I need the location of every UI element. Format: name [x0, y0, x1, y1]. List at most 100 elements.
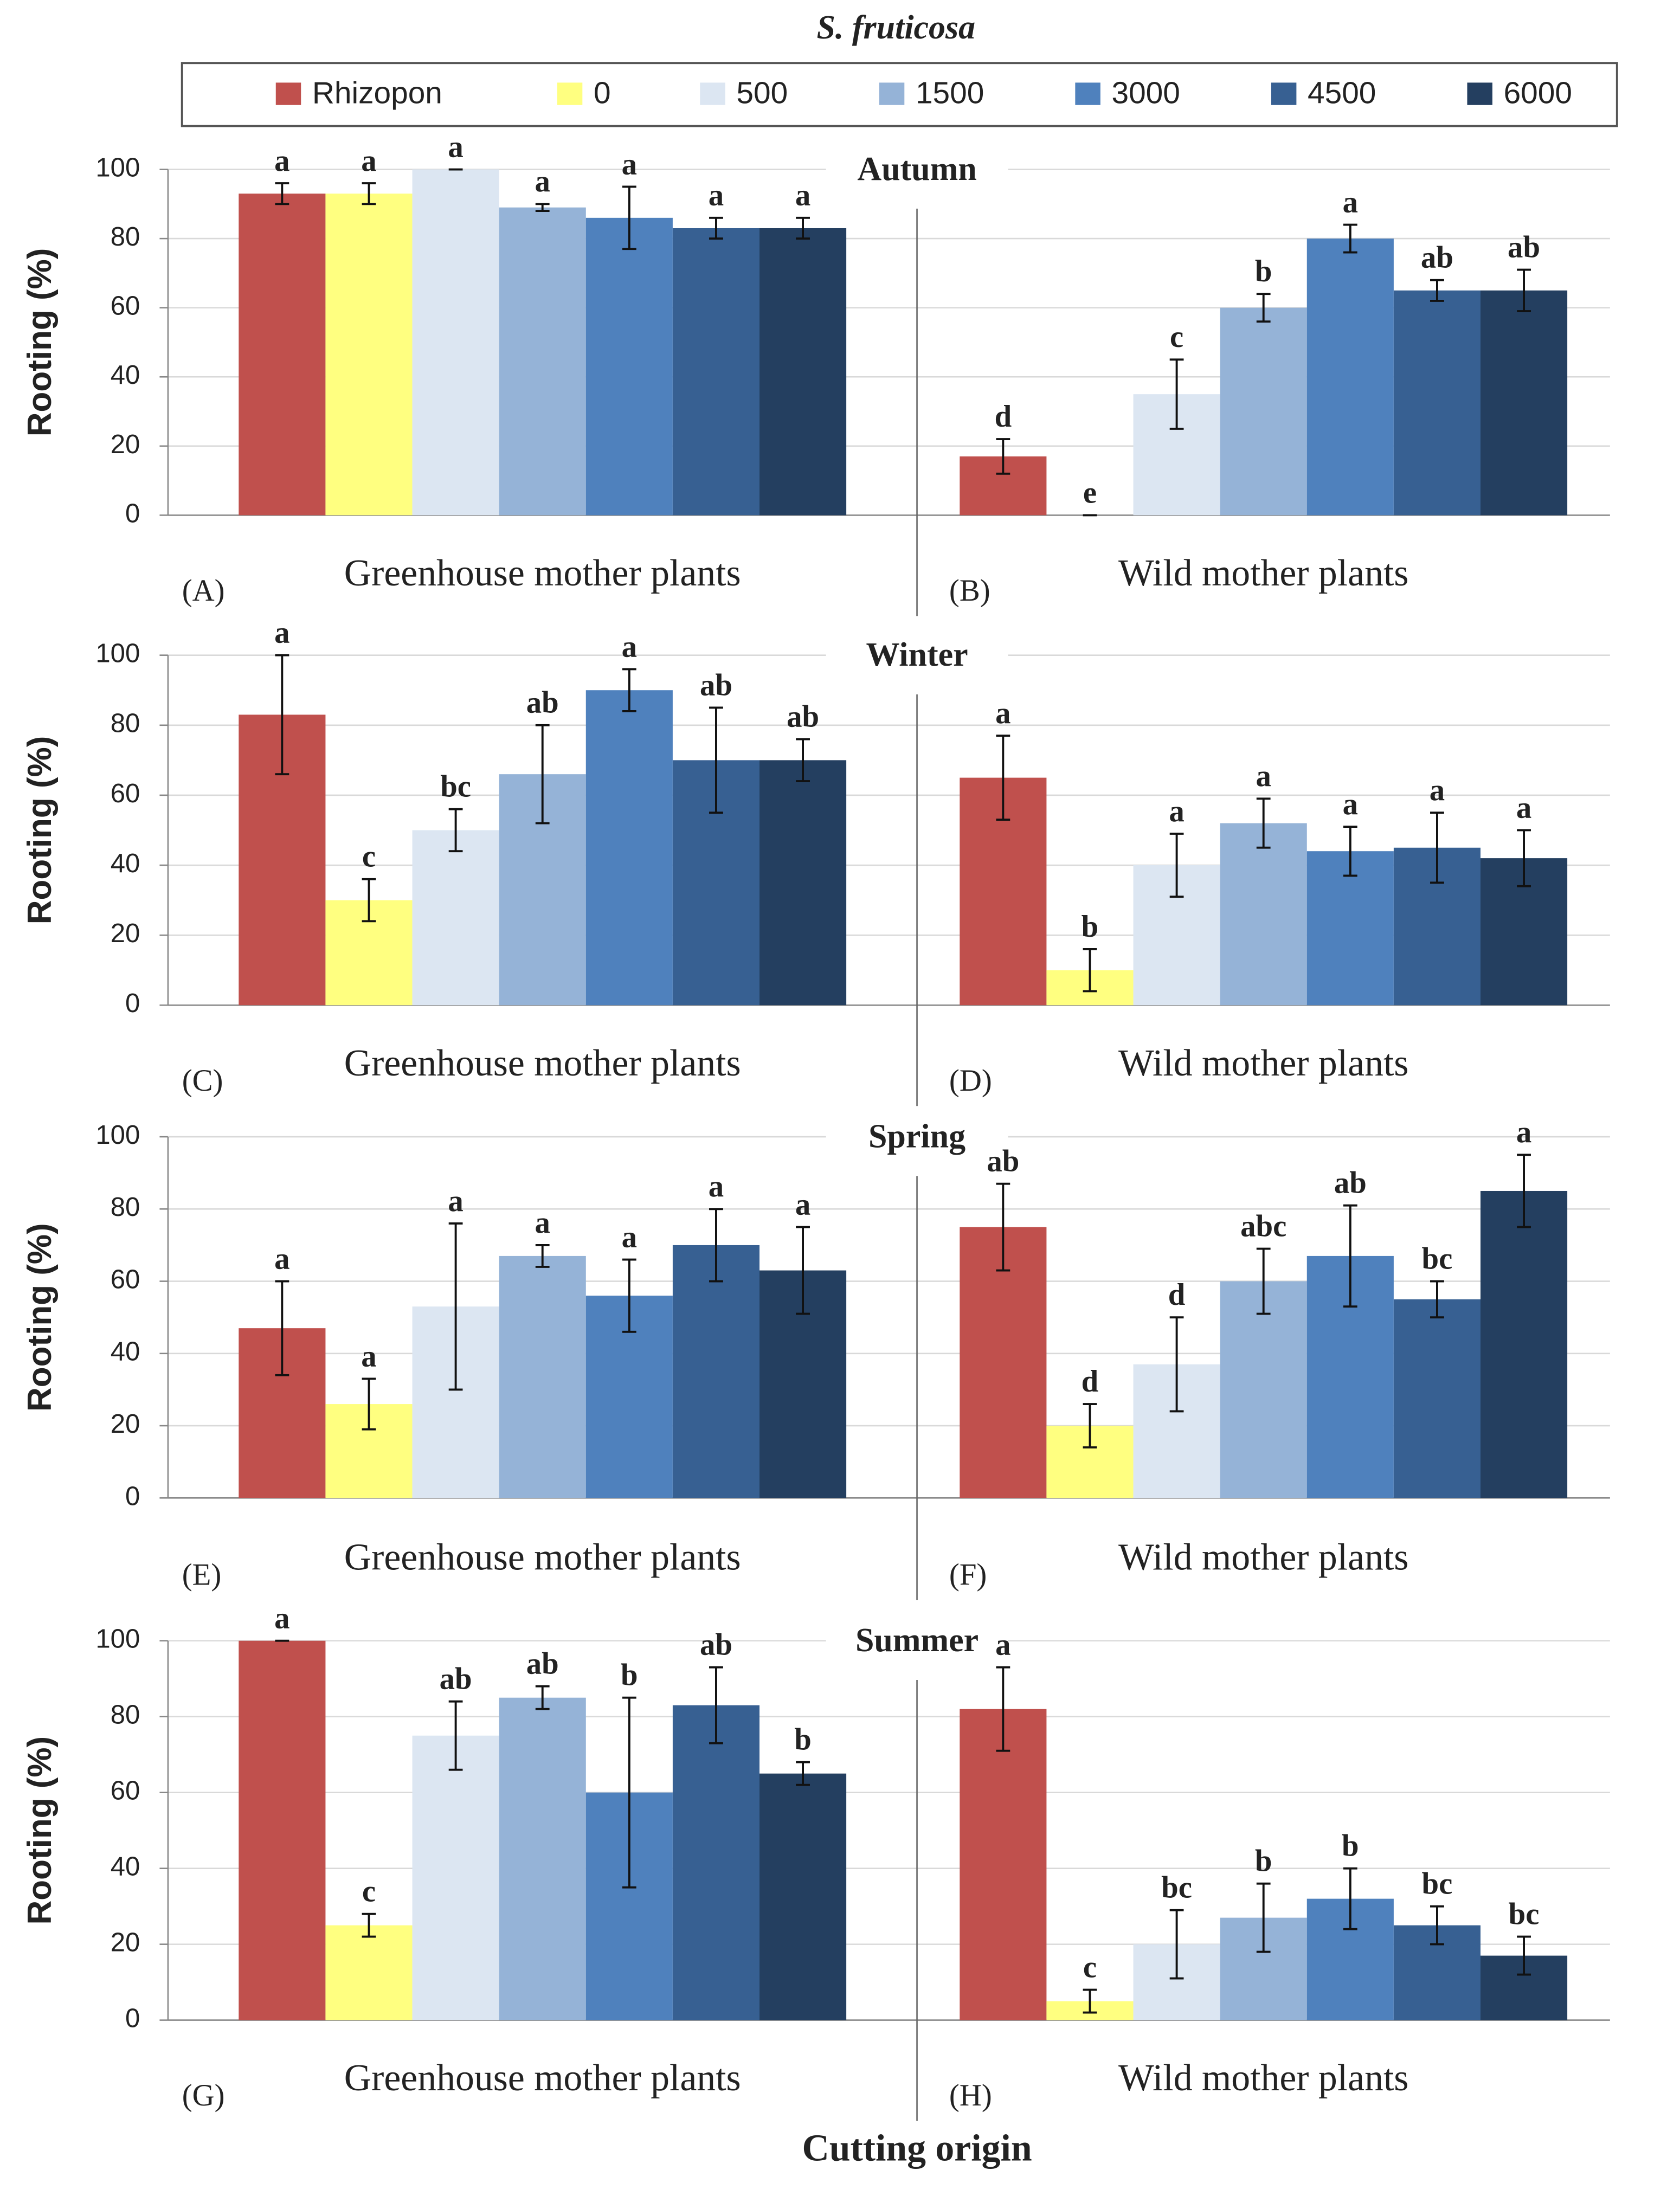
error-bar — [1430, 812, 1444, 884]
significance-letter: c — [362, 1875, 376, 1909]
bar — [759, 1773, 847, 2020]
error-bar — [1517, 829, 1531, 887]
significance-letter: a — [709, 178, 724, 212]
error-bar — [1256, 293, 1271, 323]
significance-letter: a — [274, 1241, 289, 1276]
bar — [1306, 239, 1394, 516]
significance-letter: a — [1256, 759, 1271, 793]
significance-letter: a — [448, 1184, 463, 1218]
legend-swatch — [700, 82, 725, 105]
legend-label: 0 — [594, 76, 611, 111]
y-tick-label: 80 — [111, 1193, 140, 1222]
error-bar — [362, 182, 376, 205]
bar — [1393, 290, 1481, 516]
error-bar — [996, 735, 1010, 821]
error-bar — [622, 1696, 636, 1889]
y-tick-label: 20 — [111, 430, 140, 459]
error-bar — [1517, 1935, 1531, 1976]
bar — [1306, 851, 1394, 1006]
significance-letter: d — [995, 400, 1012, 434]
bar — [759, 760, 847, 1006]
error-bar — [1343, 826, 1357, 877]
bar — [1220, 1281, 1307, 1498]
y-tick-label: 20 — [111, 1928, 140, 1957]
bar — [1220, 307, 1307, 516]
error-bar — [448, 808, 463, 853]
y-tick-label: 0 — [125, 499, 140, 528]
legend-box — [181, 62, 1618, 127]
significance-letter: b — [1255, 1844, 1272, 1878]
error-bar — [796, 738, 810, 783]
error-bar — [709, 216, 723, 240]
category-label: Wild mother plants — [1118, 2057, 1409, 2099]
bar — [325, 194, 413, 516]
error-bar — [709, 1208, 723, 1283]
significance-letter: ab — [787, 699, 819, 733]
category-label: Wild mother plants — [1118, 552, 1409, 594]
significance-letter: a — [361, 144, 376, 178]
season-title-bg — [826, 1117, 1008, 1157]
bar — [672, 1705, 760, 2020]
bar — [239, 194, 326, 516]
y-tick-label: 20 — [111, 919, 140, 948]
panel-label: (G) — [182, 2078, 225, 2113]
bar — [499, 207, 586, 516]
error-bar — [275, 182, 289, 205]
error-bar — [1169, 1316, 1184, 1413]
significance-letter: b — [794, 1723, 812, 1757]
bar — [325, 1925, 413, 2020]
error-bar — [796, 1226, 810, 1315]
error-bar — [1083, 1403, 1097, 1448]
category-label: Wild mother plants — [1118, 1042, 1409, 1084]
bar — [412, 830, 499, 1006]
significance-letter: a — [1430, 773, 1445, 807]
significance-letter: a — [709, 1169, 724, 1203]
y-tick-label: 0 — [125, 1482, 140, 1511]
error-bar — [996, 438, 1010, 475]
error-bar — [622, 1258, 636, 1333]
x-axis-title: Cutting origin — [802, 2127, 1032, 2169]
error-bar — [1430, 1905, 1444, 1946]
bar — [1220, 823, 1307, 1006]
y-tick-label: 60 — [111, 292, 140, 321]
significance-letter: a — [1516, 1115, 1531, 1149]
bar — [499, 1697, 586, 2020]
season-title-bg — [826, 635, 1008, 675]
y-tick-label: 60 — [111, 1265, 140, 1295]
y-tick-label: 80 — [111, 1701, 140, 1730]
significance-letter: ab — [440, 1662, 472, 1696]
y-tick-label: 20 — [111, 1409, 140, 1439]
error-bar — [535, 203, 550, 212]
significance-letter: c — [362, 840, 376, 874]
significance-letter: b — [621, 1658, 638, 1692]
y-tick-label: 40 — [111, 360, 140, 390]
significance-letter: c — [1170, 320, 1183, 354]
bar — [1393, 1299, 1481, 1498]
error-bar — [1430, 1280, 1444, 1319]
bar — [585, 690, 673, 1006]
bar — [239, 1640, 326, 2020]
significance-letter: ab — [1334, 1166, 1367, 1200]
legend-swatch — [1271, 82, 1297, 105]
season-title: Spring — [868, 1118, 965, 1155]
error-bar — [622, 668, 636, 712]
legend-label: 1500 — [916, 76, 984, 111]
significance-letter: ab — [700, 1628, 732, 1662]
legend-swatch — [275, 82, 301, 105]
error-bar — [448, 1222, 463, 1391]
panel-label: (E) — [182, 1558, 222, 1592]
legend-label: 4500 — [1308, 76, 1376, 111]
error-bar — [1256, 1247, 1271, 1315]
panel-label: (A) — [182, 574, 225, 608]
panel-label: (C) — [182, 1064, 223, 1098]
error-bar — [709, 706, 723, 814]
y-tick-label: 0 — [125, 2004, 140, 2033]
significance-letter: a — [535, 164, 550, 198]
legend-label: Rhizopon — [312, 76, 442, 111]
significance-letter: a — [1169, 794, 1184, 828]
figure-title: S. fruticosa — [816, 9, 975, 46]
significance-letter: a — [535, 1206, 550, 1240]
legend-swatch — [1467, 82, 1492, 105]
bar — [585, 217, 673, 516]
error-bar — [1169, 1909, 1184, 1980]
